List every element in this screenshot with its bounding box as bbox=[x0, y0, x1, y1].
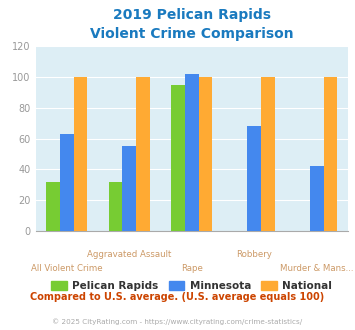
Title: 2019 Pelican Rapids
Violent Crime Comparison: 2019 Pelican Rapids Violent Crime Compar… bbox=[90, 9, 294, 41]
Bar bbox=[310, 166, 323, 231]
Bar bbox=[122, 146, 136, 231]
Legend: Pelican Rapids, Minnesota, National: Pelican Rapids, Minnesota, National bbox=[47, 277, 336, 295]
Bar bbox=[109, 182, 122, 231]
Bar bbox=[60, 134, 73, 231]
Bar bbox=[185, 74, 198, 231]
Text: Aggravated Assault: Aggravated Assault bbox=[87, 250, 171, 259]
Bar bbox=[46, 182, 60, 231]
Text: All Violent Crime: All Violent Crime bbox=[31, 264, 103, 273]
Bar bbox=[73, 77, 87, 231]
Bar bbox=[323, 77, 337, 231]
Text: © 2025 CityRating.com - https://www.cityrating.com/crime-statistics/: © 2025 CityRating.com - https://www.city… bbox=[53, 318, 302, 325]
Bar bbox=[171, 85, 185, 231]
Bar bbox=[198, 77, 212, 231]
Bar bbox=[261, 77, 275, 231]
Text: Robbery: Robbery bbox=[236, 250, 272, 259]
Bar bbox=[247, 126, 261, 231]
Text: Compared to U.S. average. (U.S. average equals 100): Compared to U.S. average. (U.S. average … bbox=[31, 292, 324, 302]
Bar bbox=[136, 77, 150, 231]
Text: Rape: Rape bbox=[181, 264, 203, 273]
Text: Murder & Mans...: Murder & Mans... bbox=[280, 264, 354, 273]
